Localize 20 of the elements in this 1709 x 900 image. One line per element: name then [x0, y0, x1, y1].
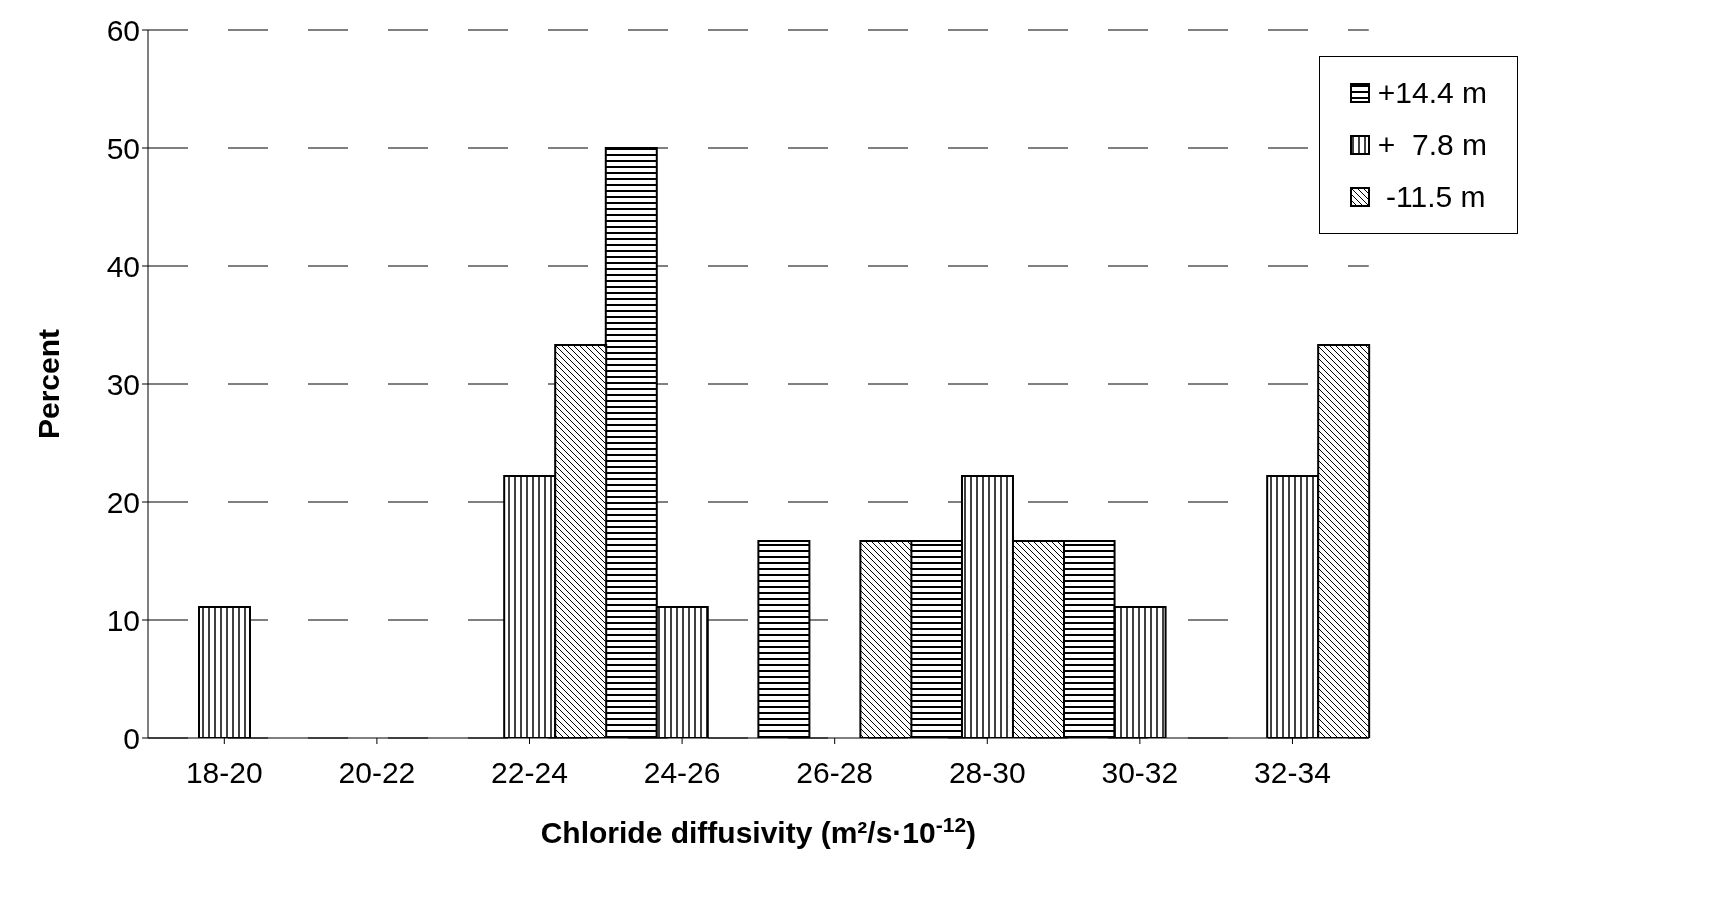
legend-label: +14.4 m	[1377, 76, 1487, 110]
y-tick-label: 40	[106, 249, 140, 283]
y-tick-label: 50	[106, 131, 140, 165]
y-tick-label: 20	[106, 485, 140, 519]
x-tick-label: 26-28	[796, 756, 874, 790]
legend-label: -11.5 m	[1385, 180, 1486, 214]
x-tick-label: 28-30	[948, 756, 1026, 790]
x-tick-label: 18-20	[185, 756, 263, 790]
y-tick-label: 60	[106, 13, 140, 47]
x-tick-label: 22-24	[491, 756, 568, 790]
x-tick-label: 30-32	[1101, 756, 1179, 790]
x-tick-label: 20-22	[338, 756, 416, 790]
y-tick-label: 0	[123, 721, 140, 755]
legend-label: + 7.8 m	[1377, 128, 1487, 162]
x-tick-label: 24-26	[643, 756, 721, 790]
y-axis-title: Percent	[31, 328, 65, 440]
y-tick-label: 10	[106, 603, 140, 637]
x-tick-label: 32-34	[1254, 756, 1331, 790]
y-tick-label: 30	[106, 367, 140, 401]
x-axis-title: Chloride diffusivity (m²/s·10$^{-12}$)	[540, 812, 977, 849]
